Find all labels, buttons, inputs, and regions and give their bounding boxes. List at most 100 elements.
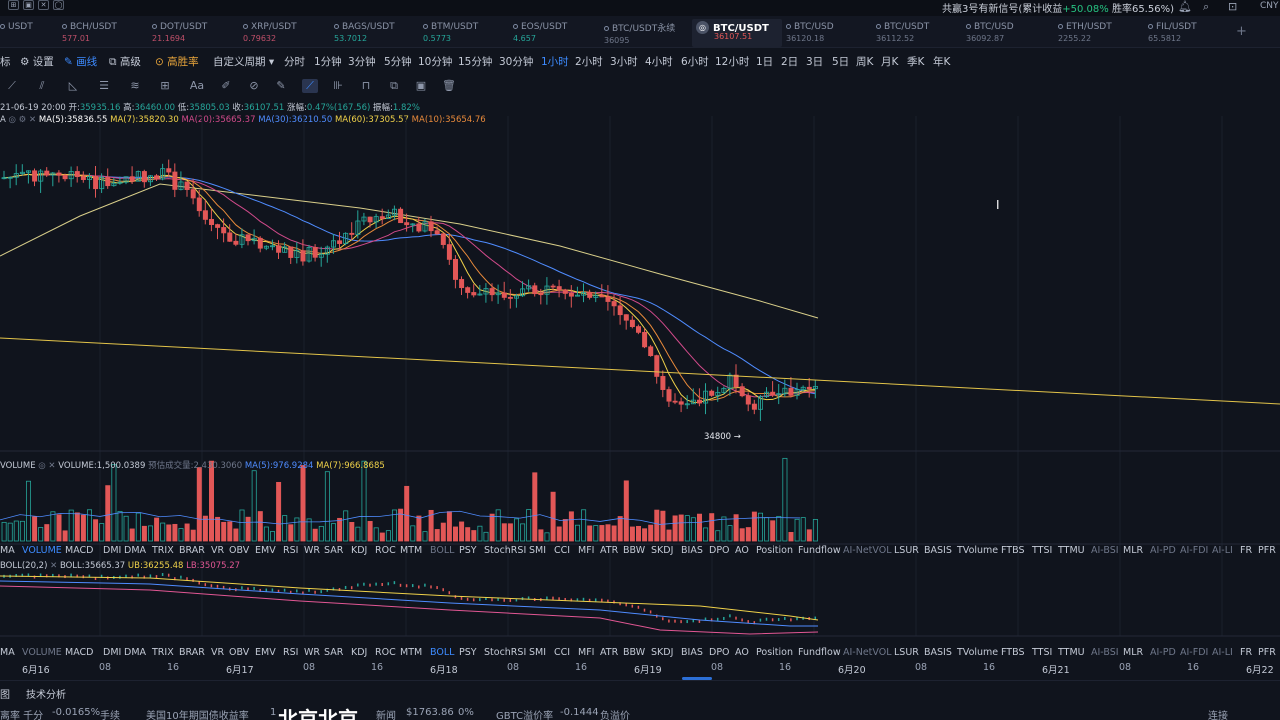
indicator-tab[interactable]: AI-BSI [1091,647,1119,658]
indicator-tab[interactable]: PSY [459,545,477,556]
close-icon[interactable]: ✕ [48,461,56,471]
eye-icon[interactable]: ◎ [38,461,46,471]
trash-icon[interactable]: 🗑︎ [442,79,456,92]
rect-tool-icon[interactable]: ⊞ [160,79,170,92]
timeframe-option[interactable]: 自定义周期 ▾ [213,56,275,68]
indicator-tab[interactable]: ATR [600,545,619,556]
signal-notice[interactable]: 共赢3号有新信号(累计收益+50.08% 胜率65.56%) [942,0,1174,15]
timeframe-option[interactable]: 15分钟 [458,56,493,68]
copy-tool-icon[interactable]: ⧉ [390,79,398,92]
indicator-tab[interactable]: MLR [1123,545,1144,556]
indicator-tab[interactable]: TRIX [152,647,174,658]
indicator-tab[interactable]: PFR [1258,647,1276,658]
ticker-tab[interactable]: XRP/USDT 0.79632 [243,21,333,47]
line-tool-icon[interactable]: ⟋ [8,79,16,92]
timeframe-option[interactable]: 2日 [781,56,799,68]
indicator-tab[interactable]: AI-PD [1150,545,1176,556]
measure-tool-icon[interactable]: ⟋ [302,79,318,93]
indicator-tab[interactable]: Position [756,545,793,556]
indicator-tab[interactable]: BASIS [924,647,952,658]
ticker-tab[interactable]: BAGS/USDT 53.7012 [334,21,424,47]
indicator-tab[interactable]: LSUR [894,545,919,556]
ticker-tab[interactable]: BTC/USDT永续 36095 [604,21,694,47]
timeframe-option[interactable]: 1分钟 [314,56,342,68]
indicator-tab[interactable]: VR [211,545,225,556]
indicator-tab[interactable]: FTBS [1001,545,1025,556]
channel-tool-icon[interactable]: ☰ [99,79,109,92]
parallel-tool-icon[interactable]: ⫽ [39,79,45,92]
indicator-tab[interactable]: MTM [400,545,423,556]
indicator-tab[interactable]: FTBS [1001,647,1025,658]
indicator-tab[interactable]: AI-BSI [1091,545,1119,556]
indicator-tab[interactable]: DMA [124,545,147,556]
price-chart[interactable] [0,96,1280,664]
indicator-tab[interactable]: BOLL [430,647,455,658]
ticker-tab[interactable]: BTM/USDT 0.5773 [423,21,513,47]
indicator-tab[interactable]: BRAR [179,647,205,658]
indicator-tab[interactable]: BRAR [179,545,205,556]
add-tab-icon[interactable]: + [1236,24,1247,39]
timeframe-option[interactable]: 10分钟 [418,56,453,68]
indicator-tab[interactable]: PSY [459,647,477,658]
timeframe-option[interactable]: ✎ 画线 [64,56,98,68]
indicator-tab[interactable]: MFI [578,545,595,556]
indicator-tab[interactable]: AI-LI [1212,647,1233,658]
ticker-tab[interactable]: BCH/USDT 577.01 [62,21,152,47]
timeframe-option[interactable]: 月K [881,56,899,68]
indicator-tab[interactable]: OBV [229,647,250,658]
indicator-tab[interactable]: TVolume [957,545,999,556]
indicator-tab[interactable]: EMV [255,647,276,658]
timeframe-option[interactable]: 5分钟 [384,56,412,68]
indicator-tab[interactable]: MACD [65,647,94,658]
timeframe-option[interactable]: 3日 [806,56,824,68]
window-icon[interactable]: ⊞ [8,0,19,10]
indicator-tab[interactable]: TTSI [1032,647,1053,658]
indicator-tab[interactable]: BIAS [681,545,703,556]
indicator-tab[interactable]: MA [0,545,15,556]
timeframe-option[interactable]: 季K [907,56,925,68]
magnet-tool-icon[interactable]: ⊘ [249,79,259,92]
close-icon[interactable]: ✕ [38,0,49,10]
timeframe-option[interactable]: 年K [933,56,951,68]
indicator-tab[interactable]: MLR [1123,647,1144,658]
indicator-tab[interactable]: VOLUME [22,545,62,556]
indicator-tab[interactable]: BBW [623,647,646,658]
ticker-tab[interactable]: EOS/USDT 4.657 [513,21,603,47]
indicator-tab[interactable]: DPO [709,647,730,658]
indicator-tab[interactable]: OBV [229,545,250,556]
panel-resize-handle[interactable] [682,677,712,680]
currency-selector[interactable]: CNY [1260,1,1279,11]
indicator-tab[interactable]: FR [1240,647,1253,658]
indicator-tab[interactable]: VOLUME [22,647,62,658]
indicator-tab[interactable]: MA [0,647,15,658]
indicator-tab[interactable]: BIAS [681,647,703,658]
indicator-tab[interactable]: MTM [400,647,423,658]
indicator-tab[interactable]: FR [1240,545,1253,556]
indicator-tab[interactable]: BBW [623,545,646,556]
ruler-tool-icon[interactable]: ⊪ [333,79,343,92]
timeframe-option[interactable]: 1小时 [541,56,569,68]
indicator-tab[interactable]: Fundflow [798,545,841,556]
indicator-tab[interactable]: MFI [578,647,595,658]
ticker-tab[interactable]: BTC/USD 36092.87 [966,21,1056,47]
ticker-tab[interactable]: FIL/USDT 65.5812 [1148,21,1238,47]
circle-icon[interactable]: ◯ [53,0,64,10]
lock-tool-icon[interactable]: ⊓ [361,79,371,92]
indicator-tab[interactable]: SKDJ [651,545,674,556]
indicator-tab[interactable]: TTSI [1032,545,1053,556]
indicator-tab[interactable]: ATR [600,647,619,658]
indicator-tab[interactable]: AI-NetVOL [843,647,892,658]
indicator-tab[interactable]: VR [211,647,225,658]
indicator-tab[interactable]: KDJ [351,647,368,658]
ticker-tab[interactable]: ◎ BTC/USDT 36107.51 [692,19,782,47]
bell-icon[interactable]: 🔔︎ [1178,0,1192,13]
indicator-tab[interactable]: TTMU [1058,545,1085,556]
timeframe-option[interactable]: 2小时 [575,56,603,68]
indicator-tab[interactable]: TTMU [1058,647,1085,658]
settings-icon[interactable]: ⚙ [18,115,27,125]
timeframe-option[interactable]: ⊙ 高胜率 [155,56,199,68]
timeframe-option[interactable]: ⧉ 高级 [109,56,141,68]
indicator-tab[interactable]: RSI [283,647,299,658]
indicator-tab[interactable]: EMV [255,545,276,556]
indicator-tab[interactable]: DPO [709,545,730,556]
